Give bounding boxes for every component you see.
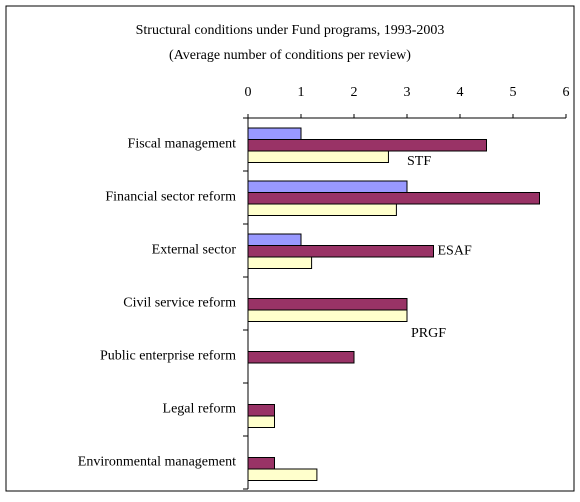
bar — [247, 150, 389, 163]
y-tick-label: Public enterprise reform — [100, 349, 236, 364]
x-tick-label: 4 — [457, 85, 464, 100]
series-label: STF — [407, 154, 431, 169]
bar — [247, 468, 318, 481]
bar — [247, 203, 397, 216]
bar — [247, 309, 408, 322]
y-tick-label: Financial sector reform — [105, 190, 236, 205]
x-tick-label: 2 — [351, 85, 358, 100]
series-label: PRGF — [411, 326, 446, 341]
bar — [247, 415, 275, 428]
y-tick-label: Environmental management — [78, 455, 236, 470]
chart-subtitle: (Average number of conditions per review… — [169, 48, 411, 63]
x-tick-label: 0 — [245, 85, 252, 100]
bar — [247, 139, 487, 152]
bar — [247, 351, 355, 364]
x-tick-label: 5 — [510, 85, 517, 100]
x-tick-label: 6 — [563, 85, 570, 100]
y-tick-label: Fiscal management — [128, 137, 237, 152]
bar — [247, 404, 275, 417]
x-tick-label: 3 — [404, 85, 411, 100]
bar — [247, 298, 408, 311]
bar — [247, 457, 275, 470]
y-tick-label: External sector — [152, 243, 237, 258]
x-tick-label: 1 — [298, 85, 305, 100]
bar — [247, 127, 302, 140]
bar — [247, 245, 434, 258]
bar — [247, 256, 313, 269]
series-label: ESAF — [438, 243, 472, 258]
bar — [247, 192, 540, 205]
y-tick-label: Civil service reform — [123, 296, 236, 311]
y-tick-label: Legal reform — [163, 402, 237, 417]
bar — [247, 180, 408, 193]
chart-title: Structural conditions under Fund program… — [136, 23, 445, 38]
bar — [247, 233, 302, 246]
